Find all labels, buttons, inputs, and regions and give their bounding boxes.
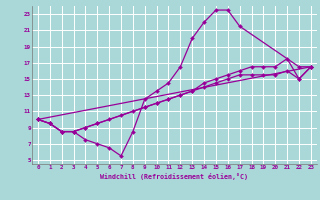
X-axis label: Windchill (Refroidissement éolien,°C): Windchill (Refroidissement éolien,°C) (100, 173, 248, 180)
